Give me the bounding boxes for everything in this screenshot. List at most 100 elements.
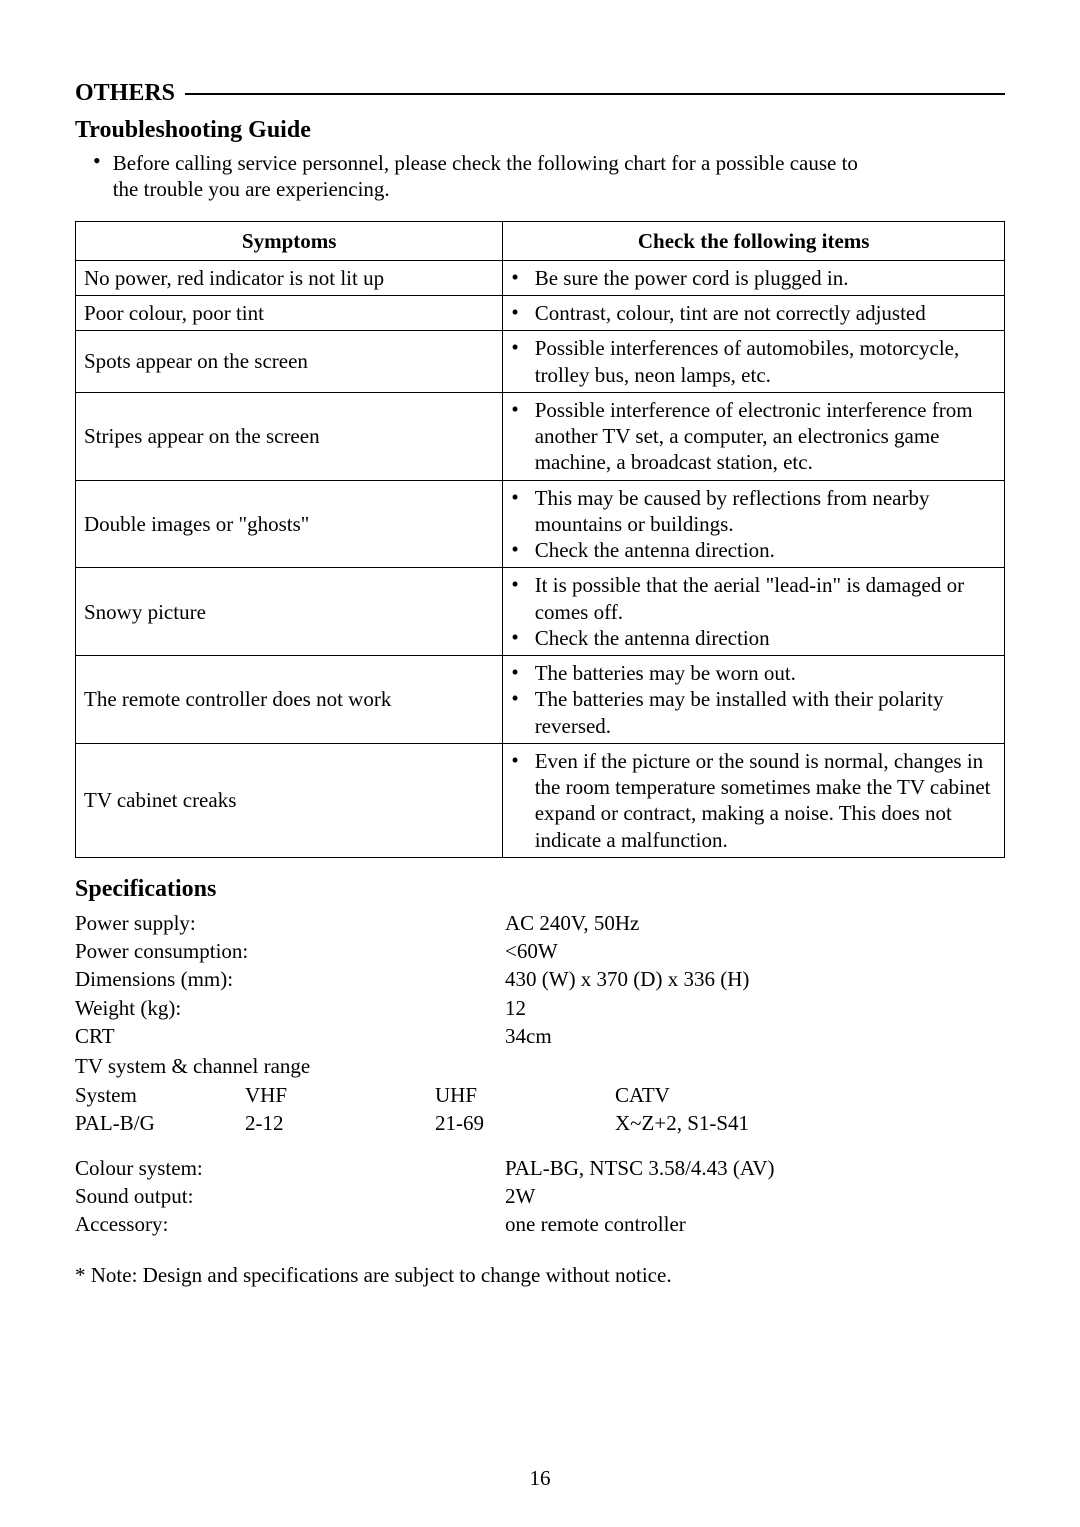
check-item: • The batteries may be installed with the…: [511, 686, 996, 739]
spec-tv-system-label: TV system & channel range: [75, 1052, 1005, 1080]
check-list: •Possible interferences of automobiles, …: [511, 335, 996, 388]
spec-value: 12: [505, 994, 1005, 1022]
check-list: • Contrast, colour, tint are not correctl…: [511, 300, 996, 326]
spec-label: CRT: [75, 1022, 505, 1050]
table-row: Double images or "ghosts"• This may be ca…: [76, 480, 1005, 568]
symptom-cell: No power, red indicator is not lit up: [76, 260, 503, 295]
spec-label: Weight (kg):: [75, 994, 505, 1022]
check-item: •Even if the picture or the sound is nor…: [511, 748, 996, 853]
check-text: Even if the picture or the sound is norm…: [535, 748, 996, 853]
spec-row-dimensions: Dimensions (mm): 430 (W) x 370 (D) x 336…: [75, 965, 1005, 993]
spec-row-accessory: Accessory: one remote controller: [75, 1210, 1005, 1238]
spec-row-crt: CRT 34cm: [75, 1022, 1005, 1050]
check-cell: •It is possible that the aerial "lead-in…: [503, 568, 1005, 656]
symptom-cell: Poor colour, poor tint: [76, 296, 503, 331]
bullet-icon: •: [511, 625, 518, 651]
table-row: Spots appear on the screen•Possible inte…: [76, 331, 1005, 393]
spec-row-power-supply: Power supply: AC 240V, 50Hz: [75, 909, 1005, 937]
bullet-icon: •: [511, 660, 518, 686]
check-text: Contrast, colour, tint are not correctly…: [535, 300, 996, 326]
spec-row-power-consumption: Power consumption: <60W: [75, 937, 1005, 965]
check-cell: •Be sure the power cord is plugged in.: [503, 260, 1005, 295]
tv-system-header: System: [75, 1081, 245, 1109]
specifications-block: Power supply: AC 240V, 50Hz Power consum…: [75, 909, 1005, 1289]
table-row: TV cabinet creaks•Even if the picture or…: [76, 743, 1005, 857]
check-cell: •Even if the picture or the sound is nor…: [503, 743, 1005, 857]
spec-label: Power consumption:: [75, 937, 505, 965]
spec-row-colour-system: Colour system: PAL-BG, NTSC 3.58/4.43 (A…: [75, 1154, 1005, 1182]
section-rule: [185, 93, 1005, 95]
check-list: •It is possible that the aerial "lead-in…: [511, 572, 996, 651]
check-item: •Check the antenna direction.: [511, 537, 996, 563]
bullet-icon: •: [511, 572, 518, 625]
check-item: • This may be caused by reflections from …: [511, 485, 996, 538]
specifications-heading: Specifications: [75, 876, 1005, 903]
spec-value: 34cm: [505, 1022, 1005, 1050]
troubleshooting-heading: Troubleshooting Guide: [75, 117, 1005, 144]
check-list: •Be sure the power cord is plugged in.: [511, 265, 996, 291]
symptom-cell: The remote controller does not work: [76, 656, 503, 744]
bullet-icon: •: [511, 335, 518, 388]
check-item: • Contrast, colour, tint are not correctl…: [511, 300, 996, 326]
bullet-icon: •: [511, 748, 518, 853]
check-text: Be sure the power cord is plugged in.: [535, 265, 996, 291]
spec-label: Power supply:: [75, 909, 505, 937]
table-row: Snowy picture•It is possible that the ae…: [76, 568, 1005, 656]
tv-system-cell: X~Z+2, S1-S41: [615, 1109, 1005, 1137]
table-row: Stripes appear on the screen•Possible in…: [76, 392, 1005, 480]
symptom-cell: Spots appear on the screen: [76, 331, 503, 393]
spec-value: 2W: [505, 1182, 1005, 1210]
spec-value: PAL-BG, NTSC 3.58/4.43 (AV): [505, 1154, 1005, 1182]
spec-row-weight: Weight (kg): 12: [75, 994, 1005, 1022]
check-item: •Possible interference of electronic int…: [511, 397, 996, 476]
bullet-icon: •: [511, 485, 518, 538]
symptom-cell: Stripes appear on the screen: [76, 392, 503, 480]
check-list: • This may be caused by reflections from …: [511, 485, 996, 564]
intro-row: • Before calling service personnel, plea…: [93, 150, 1005, 203]
check-list: •Possible interference of electronic int…: [511, 397, 996, 476]
check-text: This may be caused by reflections from n…: [535, 485, 996, 538]
check-text: The batteries may be worn out.: [535, 660, 996, 686]
check-cell: •Possible interferences of automobiles, …: [503, 331, 1005, 393]
tv-system-header: UHF: [435, 1081, 615, 1109]
tv-system-cell: 2-12: [245, 1109, 435, 1137]
table-header-row: Symptoms Check the following items: [76, 221, 1005, 260]
section-title: OTHERS: [75, 80, 175, 107]
check-text: Check the antenna direction.: [535, 537, 996, 563]
check-item: •It is possible that the aerial "lead-in…: [511, 572, 996, 625]
check-cell: •Possible interference of electronic int…: [503, 392, 1005, 480]
table-header-check: Check the following items: [503, 221, 1005, 260]
page-number: 16: [0, 1466, 1080, 1491]
check-cell: • This may be caused by reflections from …: [503, 480, 1005, 568]
spec-label: Dimensions (mm):: [75, 965, 505, 993]
table-row: The remote controller does not work•The …: [76, 656, 1005, 744]
bullet-icon: •: [511, 686, 518, 739]
check-item: • The batteries may be worn out.: [511, 660, 996, 686]
bullet-icon: •: [511, 300, 518, 326]
spec-row-sound-output: Sound output: 2W: [75, 1182, 1005, 1210]
check-item: •Be sure the power cord is plugged in.: [511, 265, 996, 291]
intro-text: Before calling service personnel, please…: [113, 150, 883, 203]
spec-value: one remote controller: [505, 1210, 1005, 1238]
check-cell: • The batteries may be worn out. • The batt…: [503, 656, 1005, 744]
troubleshooting-table: Symptoms Check the following items No po…: [75, 221, 1005, 858]
table-row: Poor colour, poor tint • Contrast, colour,…: [76, 296, 1005, 331]
tv-system-header: CATV: [615, 1081, 1005, 1109]
tv-system-table: System VHF UHF CATV PAL-B/G 2-12 21-69 X…: [75, 1081, 1005, 1138]
tv-system-cell: PAL-B/G: [75, 1109, 245, 1137]
check-text: The batteries may be installed with thei…: [535, 686, 996, 739]
spec-value: <60W: [505, 937, 1005, 965]
tv-system-header: VHF: [245, 1081, 435, 1109]
spec-label: Colour system:: [75, 1154, 505, 1182]
check-item: •Possible interferences of automobiles, …: [511, 335, 996, 388]
check-list: • The batteries may be worn out. • The batt…: [511, 660, 996, 739]
symptom-cell: Double images or "ghosts": [76, 480, 503, 568]
table-header-symptoms: Symptoms: [76, 221, 503, 260]
check-cell: • Contrast, colour, tint are not correctl…: [503, 296, 1005, 331]
spec-value: 430 (W) x 370 (D) x 336 (H): [505, 965, 1005, 993]
bullet-icon: •: [511, 397, 518, 476]
section-header: OTHERS: [75, 80, 1005, 107]
table-row: No power, red indicator is not lit up •Be…: [76, 260, 1005, 295]
check-text: Possible interference of electronic inte…: [535, 397, 996, 476]
check-text: Check the antenna direction: [535, 625, 996, 651]
